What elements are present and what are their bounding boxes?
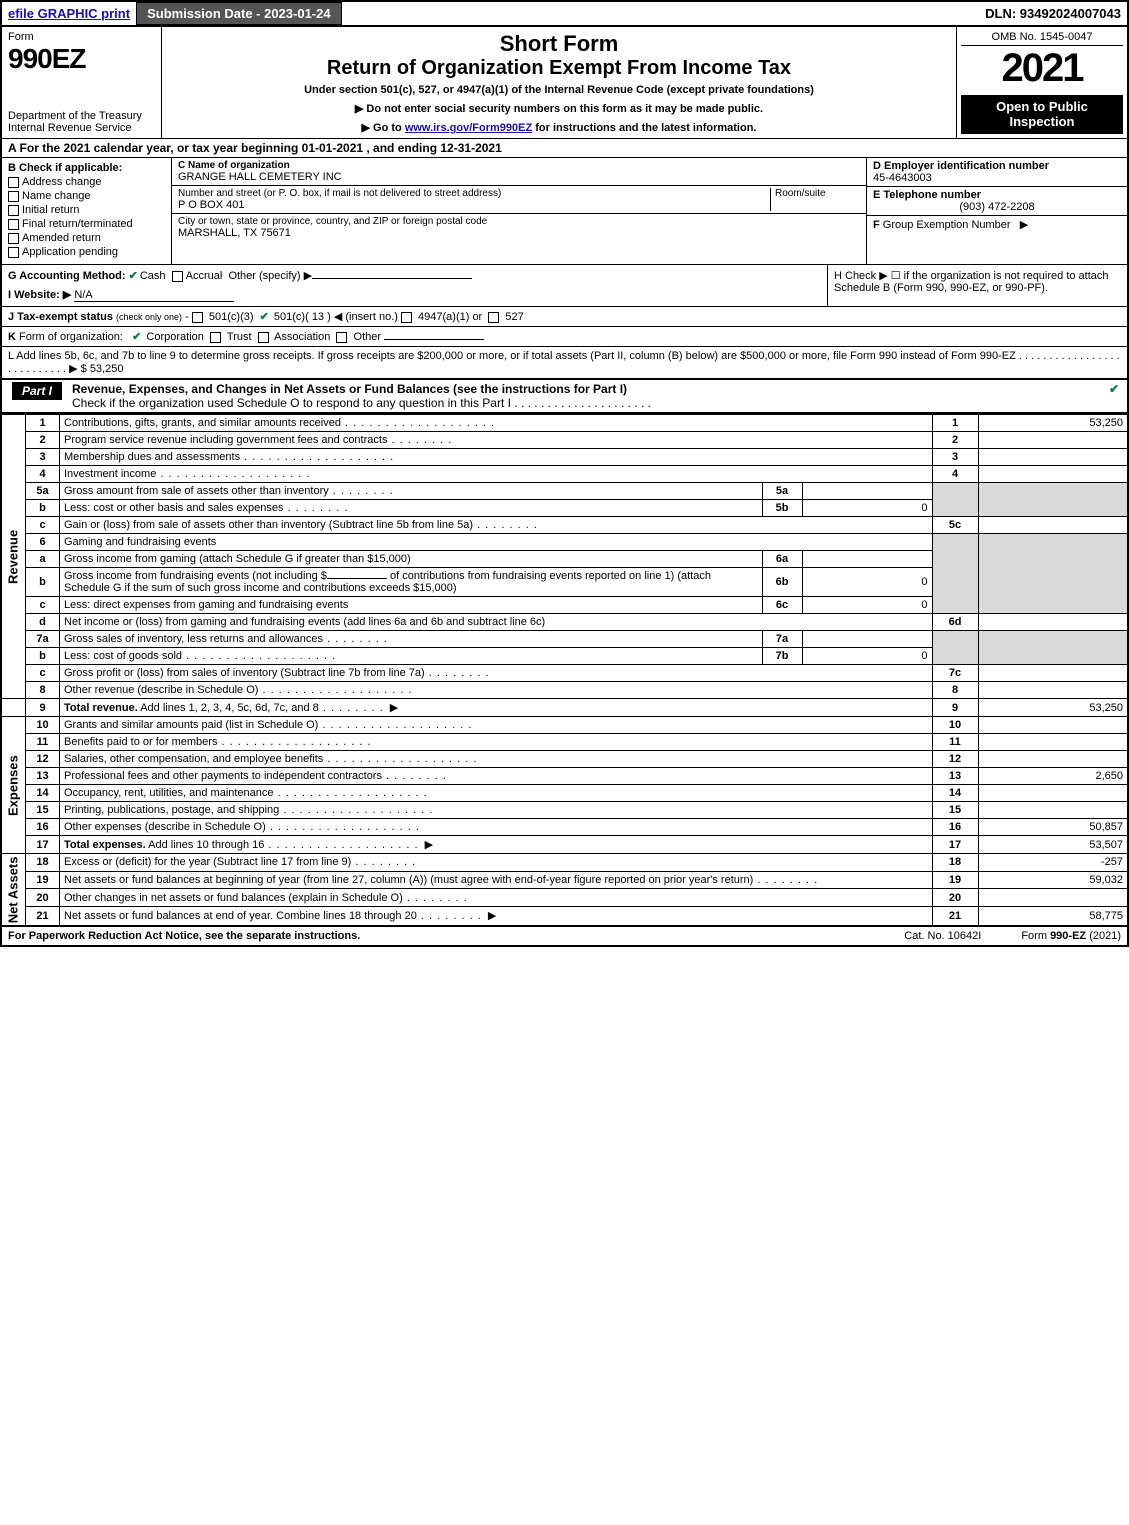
amt-13: 2,650 [978,768,1128,785]
col-def: D Employer identification number 45-4643… [867,158,1127,264]
row-a: A For the 2021 calendar year, or tax yea… [0,139,1129,158]
department: Department of the Treasury Internal Reve… [8,110,155,134]
top-bar: efile GRAPHIC print Submission Date - 20… [0,0,1129,27]
amt-19: 59,032 [978,871,1128,889]
short-form-title: Short Form [172,31,946,57]
return-title: Return of Organization Exempt From Incom… [172,57,946,80]
chk-accrual[interactable] [172,271,183,282]
city-label: City or town, state or province, country… [178,216,860,227]
amt-17: 53,507 [978,836,1128,854]
e-label: E Telephone number [873,189,1121,201]
row-g: G Accounting Method: Cash Accrual Other … [2,265,827,306]
form-header: Form 990EZ Department of the Treasury In… [0,27,1129,139]
arrow2-prefix: ▶ Go to [362,122,405,134]
sidetab-net-assets: Net Assets [1,854,26,926]
part-1-sub: Check if the organization used Schedule … [72,396,651,410]
chk-initial-return[interactable]: Initial return [8,204,165,216]
omb-number: OMB No. 1545-0047 [961,31,1123,46]
b-label: B Check if applicable: [8,162,165,174]
amt-16: 50,857 [978,819,1128,836]
part-1-checkbox[interactable] [1103,380,1127,398]
open-to-public: Open to Public Inspection [961,95,1123,134]
amt-18: -257 [978,854,1128,872]
header-center: Short Form Return of Organization Exempt… [162,27,957,138]
paperwork-notice: For Paperwork Reduction Act Notice, see … [8,930,360,942]
row-l: L Add lines 5b, 6c, and 7b to line 9 to … [0,346,1129,379]
other-specify-line[interactable] [312,278,472,279]
efile-link[interactable]: efile GRAPHIC print [2,3,136,24]
c-name-label: C Name of organization [178,160,860,171]
chk-cash[interactable] [129,270,140,282]
row-h: H Check ▶ ☐ if the organization is not r… [827,265,1127,306]
arrow-line-1: ▶ Do not enter social security numbers o… [172,102,946,115]
arrow-line-2: ▶ Go to www.irs.gov/Form990EZ for instru… [172,121,946,134]
amt-9: 53,250 [978,699,1128,717]
street: P O BOX 401 [178,199,770,211]
chk-final-return[interactable]: Final return/terminated [8,218,165,230]
amt-21: 58,775 [978,906,1128,925]
chk-name-change[interactable]: Name change [8,190,165,202]
org-name: GRANGE HALL CEMETERY INC [178,171,860,183]
form-number: 990EZ [8,43,155,75]
tax-year: 2021 [961,46,1123,91]
part-1-header: Part I Revenue, Expenses, and Changes in… [0,379,1129,414]
sidetab-revenue: Revenue [1,415,26,699]
form-label: Form [8,31,155,43]
f-label: F Group Exemption Number ▶ [873,218,1121,231]
catalog-number: Cat. No. 10642I [904,930,981,942]
arrow2-suffix: for instructions and the latest informat… [532,122,756,134]
ein: 45-4643003 [873,172,1121,184]
city-state-zip: MARSHALL, TX 75671 [178,227,860,239]
header-left: Form 990EZ Department of the Treasury In… [2,27,162,138]
part-1-title: Revenue, Expenses, and Changes in Net As… [72,382,627,396]
form-id-footer: Form 990-EZ (2021) [1021,930,1121,942]
room-label: Room/suite [775,188,860,199]
chk-amended-return[interactable]: Amended return [8,232,165,244]
telephone: (903) 472-2208 [873,201,1121,213]
chk-application-pending[interactable]: Application pending [8,246,165,258]
row-k: K Form of organization: Corporation Trus… [0,326,1129,346]
entity-info-box: B Check if applicable: Address change Na… [0,158,1129,265]
page-footer: For Paperwork Reduction Act Notice, see … [0,927,1129,947]
col-c: C Name of organization GRANGE HALL CEMET… [172,158,867,264]
dln: DLN: 93492024007043 [979,3,1127,24]
part-1-table: Revenue 1 Contributions, gifts, grants, … [0,414,1129,927]
chk-address-change[interactable]: Address change [8,176,165,188]
col-b: B Check if applicable: Address change Na… [2,158,172,264]
sidetab-expenses: Expenses [1,717,26,854]
website: N/A [74,289,234,302]
sub-line: Under section 501(c), 527, or 4947(a)(1)… [172,84,946,96]
submission-date: Submission Date - 2023-01-24 [136,2,342,25]
part-1-badge: Part I [12,382,62,400]
street-label: Number and street (or P. O. box, if mail… [178,188,770,199]
row-j: J Tax-exempt status (check only one) - 5… [0,306,1129,326]
amt-1: 53,250 [978,415,1128,432]
row-i-label: I Website: ▶ [8,289,71,301]
header-right: OMB No. 1545-0047 2021 Open to Public In… [957,27,1127,138]
irs-link[interactable]: www.irs.gov/Form990EZ [405,122,532,134]
row-gh: G Accounting Method: Cash Accrual Other … [0,265,1129,306]
d-label: D Employer identification number [873,160,1121,172]
